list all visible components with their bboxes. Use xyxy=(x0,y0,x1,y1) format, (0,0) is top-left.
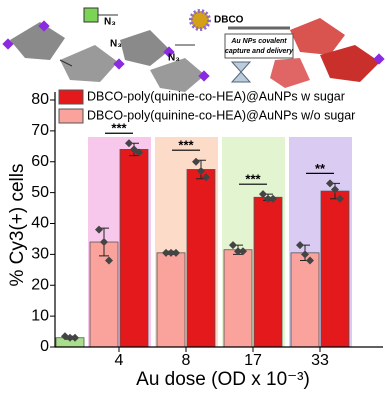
bar xyxy=(223,249,253,348)
legend-label: DBCO-poly(quinine-co-HEA)@AuNPs w/o suga… xyxy=(87,108,355,122)
ill-label: N₃ xyxy=(110,39,122,50)
bar xyxy=(186,169,216,348)
cell xyxy=(60,45,118,82)
replicate-point xyxy=(202,173,210,182)
replicate-point xyxy=(306,256,314,265)
cell xyxy=(290,18,345,55)
replicate-point xyxy=(135,148,143,157)
legend-label: DBCO-poly(quinine-co-HEA)@AuNPs w sugar xyxy=(87,89,345,103)
bar xyxy=(156,252,186,348)
y-tick-label: 40 xyxy=(31,215,49,232)
replicate-point xyxy=(172,248,180,257)
replicate-point xyxy=(264,194,272,203)
replicate-point xyxy=(296,241,304,250)
bar xyxy=(119,148,149,348)
replicate-point xyxy=(259,190,267,199)
replicate-point xyxy=(197,167,205,176)
replicate-point xyxy=(269,194,277,203)
replicate-point xyxy=(331,185,339,194)
bar xyxy=(89,241,119,348)
replicate-point xyxy=(192,157,200,166)
x-tick-label: 33 xyxy=(311,352,329,369)
replicate-point xyxy=(71,333,79,342)
illustration: N₃ N₃ N₃ DBCO Au NPs covalent capture an… xyxy=(2,7,385,92)
ill-label: Au NPs covalent xyxy=(230,38,287,45)
ill-label: capture and delivery xyxy=(225,48,294,55)
y-tick-label: 80 xyxy=(31,91,49,108)
y-tick-label: 60 xyxy=(31,153,49,170)
replicate-point xyxy=(301,250,309,259)
replicate-point xyxy=(162,248,170,257)
x-axis-title: Au dose (OD x 10⁻³) xyxy=(136,369,310,390)
y-tick-label: 20 xyxy=(31,276,49,293)
legend-swatch xyxy=(58,89,84,105)
replicate-point xyxy=(105,256,113,265)
y-tick-label: 0 xyxy=(40,338,49,355)
ill-label: N₃ xyxy=(168,53,180,64)
sig-label: *** xyxy=(245,172,261,187)
ill-label: DBCO xyxy=(214,15,244,26)
x-tick-label: 17 xyxy=(244,352,262,369)
x-tick-label: 8 xyxy=(182,352,191,369)
cell xyxy=(270,58,310,88)
cell xyxy=(120,30,170,66)
hourglass xyxy=(230,61,252,83)
replicate-point xyxy=(229,241,237,250)
icon xyxy=(83,7,99,23)
legend-swatch xyxy=(58,108,84,124)
bar xyxy=(253,196,283,348)
sig-label: *** xyxy=(178,138,194,153)
label-box xyxy=(224,33,294,59)
bar xyxy=(290,252,320,348)
y-axis-title: % Cy3(+) cells xyxy=(7,164,28,287)
diamonds xyxy=(2,20,385,82)
y-tick-label: 70 xyxy=(31,122,49,139)
cell xyxy=(10,22,65,60)
bar xyxy=(320,190,350,348)
replicate-point xyxy=(100,238,108,247)
replicate-point xyxy=(130,145,138,154)
arrow xyxy=(59,44,195,67)
replicate-point xyxy=(234,247,242,256)
replicate-point xyxy=(95,225,103,234)
replicate-point xyxy=(66,333,74,342)
y-tick-label: 30 xyxy=(31,246,49,263)
replicate-point xyxy=(336,194,344,203)
cell xyxy=(320,45,380,82)
x-tick-label: 4 xyxy=(115,352,124,369)
sig-label: ** xyxy=(315,161,326,176)
y-tick-label: 50 xyxy=(31,184,49,201)
replicate-point xyxy=(125,139,133,148)
axes xyxy=(54,92,383,348)
sig-label: *** xyxy=(111,121,127,136)
replicate-point xyxy=(239,247,247,256)
nanoparticle xyxy=(189,9,211,31)
replicate-point xyxy=(326,179,334,188)
replicate-point xyxy=(167,248,175,257)
cell xyxy=(150,58,205,92)
ill-label: N₃ xyxy=(104,17,116,28)
y-tick-label: 10 xyxy=(31,307,49,324)
